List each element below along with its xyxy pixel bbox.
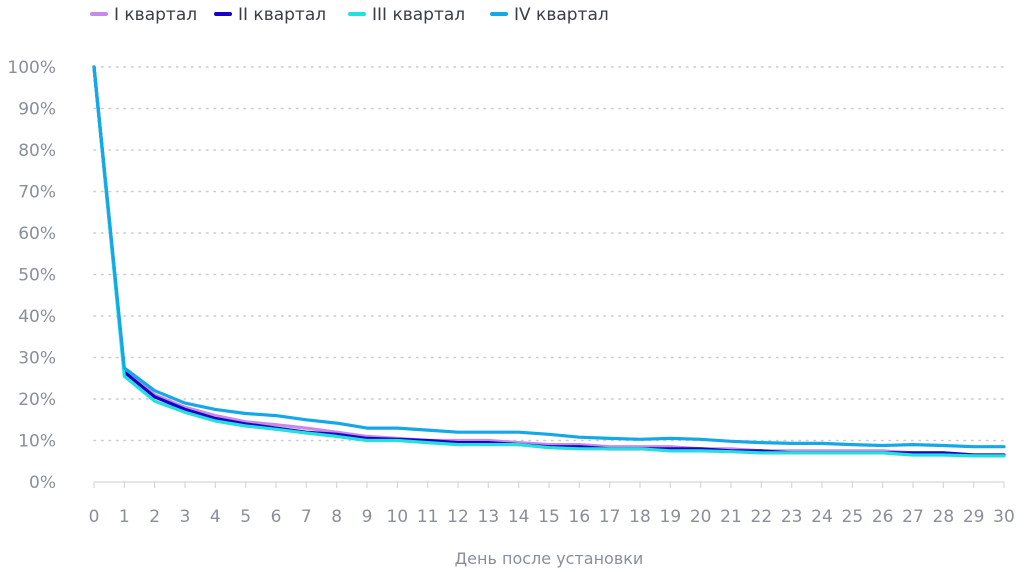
legend-item: IV квартал [490,5,609,25]
y-tick-label: 20% [18,390,56,410]
legend-label: I квартал [114,5,197,25]
grid [93,66,1005,442]
y-tick-label: 0% [29,473,56,493]
y-tick-label: 80% [18,141,56,161]
x-tick-label: 8 [331,507,342,527]
x-tick-label: 3 [180,507,191,527]
x-tick-label: 6 [271,507,282,527]
legend-label: IV квартал [514,5,609,25]
x-tick-label: 28 [933,507,955,527]
x-tick-label: 20 [690,507,712,527]
y-tick-label: 30% [18,349,56,369]
y-tick-label: 60% [18,224,56,244]
series-lines [92,65,1006,458]
y-tick-label: 70% [18,183,56,203]
legend: I квартал II квартал III квартал IV квартал [90,5,609,25]
y-tick-label: 10% [18,432,56,452]
legend-item: III квартал [348,5,465,25]
x-tick-label: 11 [417,507,439,527]
x-tick-label: 26 [872,507,894,527]
x-tick-label: 24 [811,507,833,527]
x-tick-label: 27 [902,507,924,527]
x-tick-label: 21 [720,507,742,527]
x-tick-label: 2 [149,507,160,527]
series-line-3 [92,65,1006,458]
x-tick-label: 18 [629,507,651,527]
x-tick-label: 22 [751,507,773,527]
legend-item: I квартал [90,5,197,25]
x-tick-label: 29 [963,507,985,527]
x-tick-label: 0 [89,507,100,527]
series-line-4 [92,65,1006,449]
y-tick-label: 100% [7,58,56,78]
x-axis-ticks: 0 1 2 3 4 5 6 7 8 9 10 11 12 13 14 15 16 17 18 19 20 21 22 23 24… [89,482,1015,527]
x-tick-label: 17 [599,507,621,527]
series-line-2 [92,65,1006,457]
x-tick-label: 13 [478,507,500,527]
legend-label: II квартал [238,5,326,25]
x-tick-label: 4 [210,507,221,527]
x-tick-label: 7 [301,507,312,527]
x-tick-label: 16 [569,507,591,527]
y-tick-label: 50% [18,266,56,286]
x-tick-label: 1 [119,507,130,527]
x-tick-label: 30 [993,507,1015,527]
x-tick-label: 5 [240,507,251,527]
x-tick-label: 15 [538,507,560,527]
x-tick-label: 14 [508,507,530,527]
y-axis-ticks: 0% 10% 20% 30% 40% 50% 60% 70% 80% 90% 100% [7,58,56,493]
x-axis-title: День после установки [455,549,644,568]
x-tick-label: 9 [362,507,373,527]
x-tick-label: 10 [387,507,409,527]
y-tick-label: 90% [18,100,56,120]
x-tick-label: 12 [447,507,469,527]
y-tick-label: 40% [18,307,56,327]
legend-label: III квартал [372,5,465,25]
x-tick-label: 25 [842,507,864,527]
x-tick-label: 19 [660,507,682,527]
series-line-1 [92,65,1006,457]
x-tick-label: 23 [781,507,803,527]
legend-item: II квартал [214,5,326,25]
